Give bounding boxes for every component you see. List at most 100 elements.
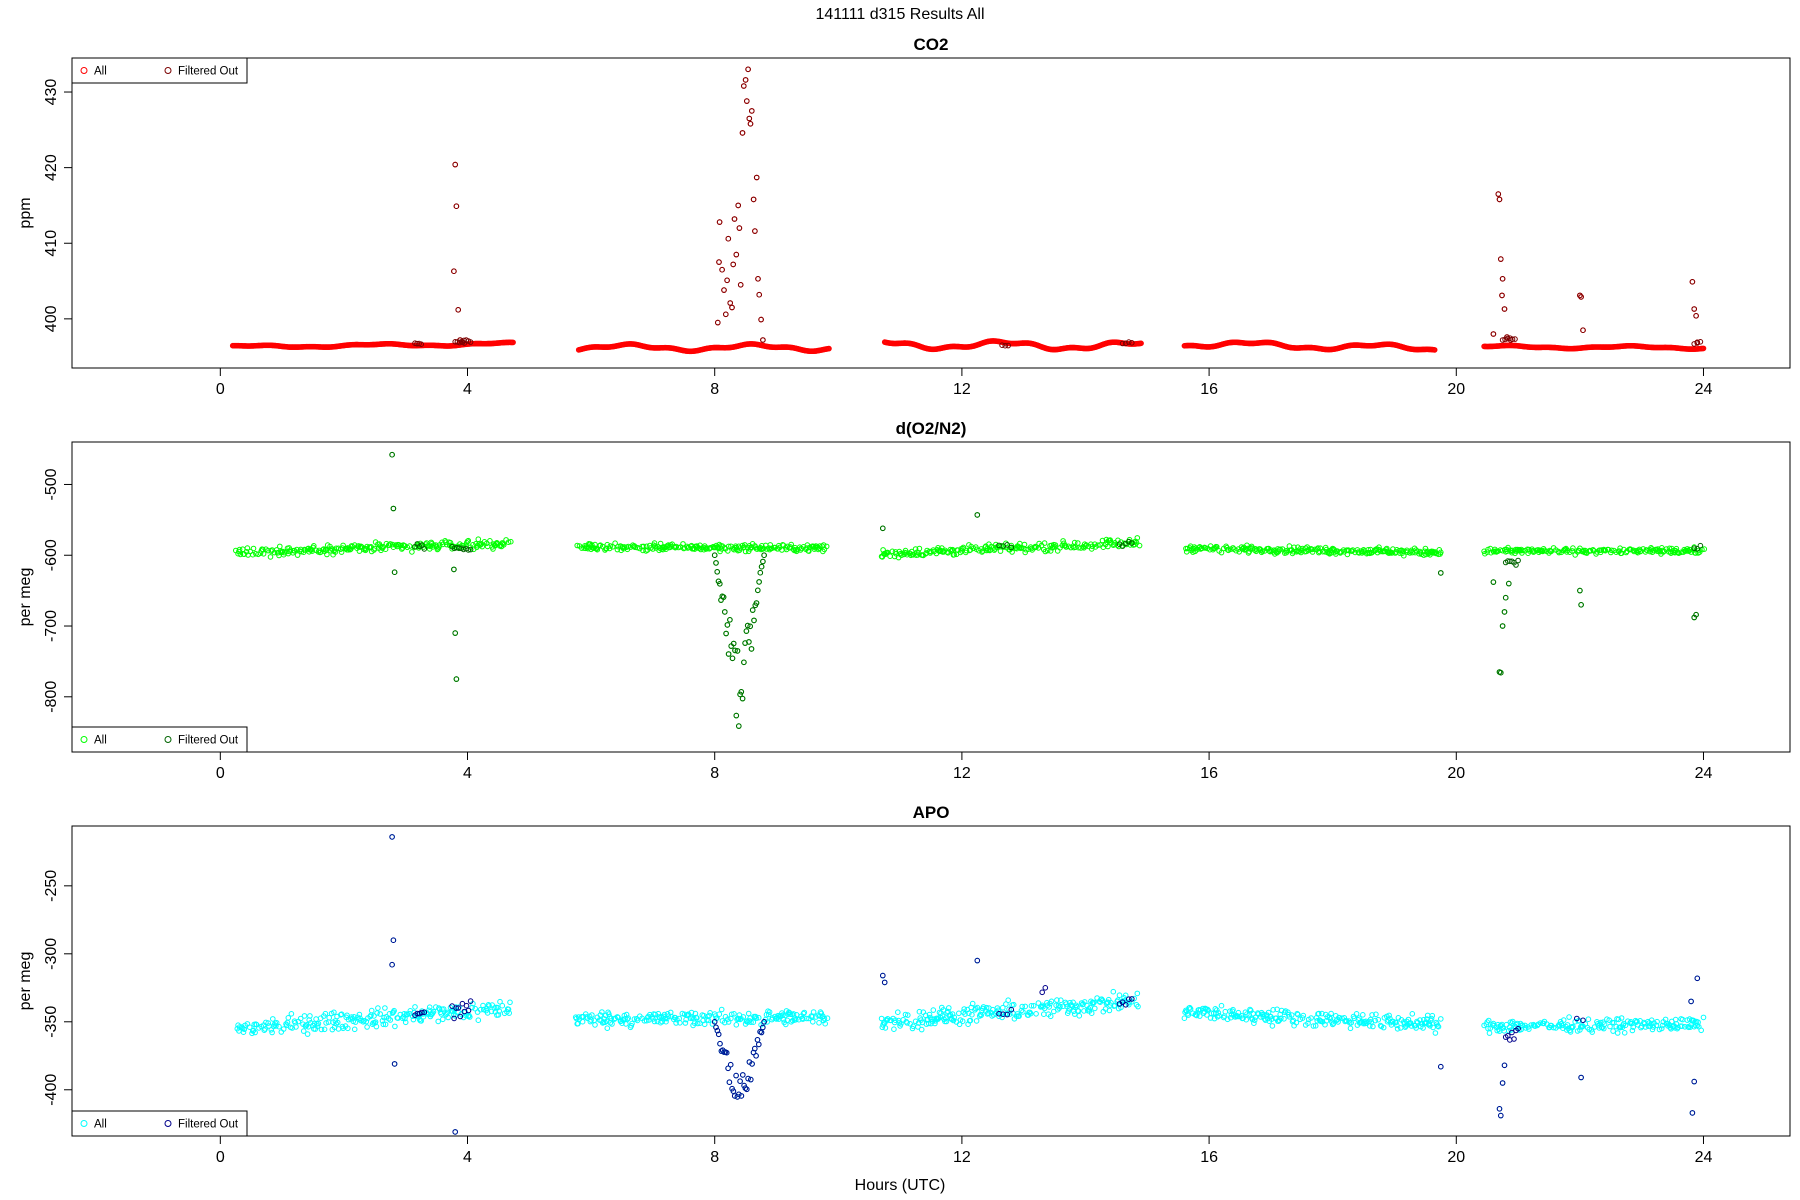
- point-all: [1347, 1025, 1354, 1032]
- point-filtered: [391, 569, 398, 576]
- point-all: [1106, 1007, 1113, 1014]
- point-filtered: [1122, 1002, 1129, 1008]
- point-all: [609, 1021, 615, 1027]
- point-all: [604, 1025, 611, 1031]
- point-all: [285, 1015, 292, 1021]
- point-filtered: [716, 219, 723, 225]
- point-all: [1690, 1017, 1697, 1024]
- point-all: [783, 546, 790, 553]
- point-all: [389, 541, 396, 548]
- point-all: [469, 1004, 475, 1011]
- point-filtered: [1501, 609, 1508, 615]
- point-filtered: [881, 979, 888, 986]
- point-filtered: [451, 566, 457, 573]
- point-filtered: [465, 1007, 472, 1014]
- point-all: [501, 542, 507, 548]
- plot-frame: [71, 825, 1791, 1137]
- point-filtered: [717, 1040, 723, 1047]
- point-all: [822, 1020, 829, 1027]
- point-all: [1622, 1022, 1629, 1029]
- point-all: [1134, 990, 1141, 997]
- point-all: [755, 1014, 762, 1021]
- point-all: [659, 1018, 666, 1025]
- point-all: [823, 543, 830, 550]
- point-all: [1187, 1006, 1194, 1012]
- point-all: [334, 1019, 341, 1026]
- point-all: [1054, 997, 1060, 1003]
- point-all: [594, 546, 601, 553]
- legend-label-filtered: Filtered Out: [178, 1119, 239, 1131]
- point-all: [1615, 1016, 1622, 1023]
- point-all: [440, 1016, 446, 1023]
- point-all: [321, 1026, 328, 1033]
- point-filtered: [760, 1024, 766, 1031]
- point-filtered: [1126, 339, 1132, 345]
- x-tick-label: 4: [463, 765, 472, 782]
- panel-title: d(O2/N2): [896, 419, 967, 438]
- point-all: [1131, 995, 1137, 1002]
- point-all: [916, 545, 923, 552]
- x-axis: 0 4 8 12 16 20 24: [216, 752, 1712, 782]
- point-filtered: [714, 1027, 721, 1034]
- point-all: [314, 1023, 321, 1029]
- x-tick-label: 4: [463, 381, 472, 398]
- point-all: [675, 544, 682, 551]
- point-all: [1222, 1008, 1229, 1015]
- point-filtered: [725, 1065, 731, 1072]
- point-all: [606, 1011, 612, 1017]
- legend-label-filtered: Filtered Out: [178, 735, 239, 747]
- point-all: [803, 1015, 810, 1022]
- point-all: [488, 1008, 495, 1015]
- point-filtered: [451, 1015, 457, 1022]
- point-all: [728, 1011, 735, 1018]
- point-all: [940, 1007, 947, 1013]
- point-all: [352, 1019, 359, 1025]
- point-filtered: [1005, 342, 1012, 349]
- point-all: [651, 540, 658, 546]
- point-all: [736, 547, 743, 554]
- point-all: [1218, 1002, 1225, 1009]
- point-filtered: [746, 115, 753, 122]
- point-filtered: [389, 451, 395, 458]
- x-tick-label: 24: [1695, 1149, 1713, 1166]
- y-axis: -250 -300 -350 -400: [43, 870, 72, 1106]
- point-all: [387, 541, 394, 547]
- point-all: [1607, 1023, 1613, 1030]
- point-all: [706, 1012, 713, 1019]
- point-all: [701, 1021, 708, 1028]
- point-all: [1295, 1011, 1301, 1018]
- point-all: [961, 1006, 968, 1012]
- point-all: [1700, 345, 1707, 352]
- point-all: [1095, 542, 1101, 549]
- point-all: [467, 1014, 473, 1020]
- point-all: [1666, 545, 1673, 552]
- point-all: [817, 543, 823, 549]
- point-all: [477, 1006, 484, 1013]
- point-all: [356, 1011, 363, 1018]
- point-filtered: [1501, 306, 1508, 312]
- point-all: [1327, 1016, 1334, 1022]
- point-all: [926, 1011, 933, 1018]
- legend-label-all: All: [94, 66, 107, 78]
- point-all: [1682, 1024, 1688, 1030]
- point-filtered: [391, 1061, 398, 1067]
- point-all: [507, 999, 513, 1006]
- point-all: [375, 1005, 381, 1011]
- point-all: [969, 1011, 975, 1018]
- point-all: [1700, 1014, 1707, 1021]
- point-all: [1560, 1017, 1567, 1023]
- point-filtered: [740, 1072, 746, 1078]
- point-all: [1397, 1025, 1404, 1031]
- point-filtered: [880, 972, 886, 979]
- point-filtered: [734, 648, 741, 654]
- point-filtered: [1689, 1110, 1696, 1116]
- point-all: [1268, 1013, 1274, 1020]
- point-all: [891, 1026, 897, 1032]
- point-filtered: [419, 1009, 425, 1016]
- point-all: [1316, 548, 1323, 555]
- point-all: [895, 1009, 901, 1016]
- point-all: [1218, 549, 1225, 556]
- point-all: [237, 551, 244, 558]
- x-tick-label: 8: [710, 381, 719, 398]
